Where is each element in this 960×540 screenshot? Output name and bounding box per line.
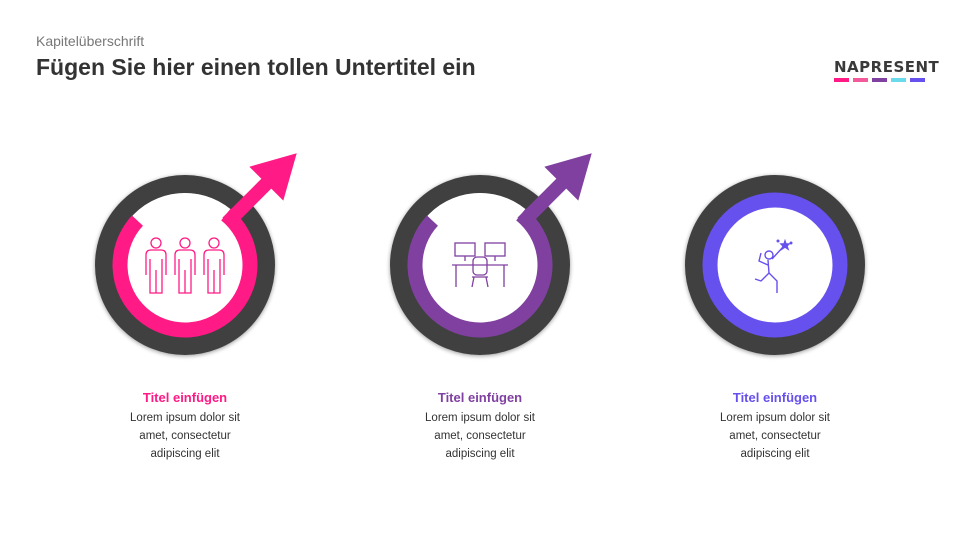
outer-ring xyxy=(390,175,570,355)
page-title: Fügen Sie hier einen tollen Untertitel e… xyxy=(36,54,476,80)
item-text-line: Lorem ipsum dolor sit xyxy=(130,412,240,424)
item-card-2: Titel einfügen Lorem ipsum dolor sit ame… xyxy=(380,390,580,463)
progress-ring xyxy=(407,208,553,338)
item-circle-3 xyxy=(685,175,865,355)
chapter-heading: Kapitelüberschrift xyxy=(36,33,145,49)
item-text-line: Lorem ipsum dolor sit xyxy=(720,412,830,424)
arrow-icon xyxy=(222,153,297,228)
achievement-icon xyxy=(754,238,793,293)
item-text-line: amet, consectetur xyxy=(139,430,231,442)
item-card-1: Titel einfügen Lorem ipsum dolor sit ame… xyxy=(85,390,285,463)
logo-color-bars xyxy=(834,78,926,82)
item-text-line: Lorem ipsum dolor sit xyxy=(425,412,535,424)
item-circle-1 xyxy=(95,153,297,355)
logo-text: NAPRESENT xyxy=(834,58,940,76)
item-text-line: adipiscing elit xyxy=(150,448,220,460)
item-text-line: amet, consectetur xyxy=(729,430,821,442)
arrow-icon xyxy=(517,153,592,228)
item-circle-2 xyxy=(390,153,592,355)
team-icon xyxy=(145,237,225,294)
outer-ring xyxy=(95,175,275,355)
item-card-3: Titel einfügen Lorem ipsum dolor sit ame… xyxy=(675,390,875,463)
item-text-line: adipiscing elit xyxy=(740,448,810,460)
outer-ring xyxy=(685,175,865,355)
workspace-icon xyxy=(452,242,508,288)
item-title: Titel einfügen xyxy=(437,390,523,405)
logo: NAPRESENT xyxy=(834,58,940,82)
item-title: Titel einfügen xyxy=(142,390,228,405)
progress-ring xyxy=(702,192,848,338)
item-text-line: adipiscing elit xyxy=(445,448,515,460)
progress-ring xyxy=(112,208,258,338)
item-title: Titel einfügen xyxy=(732,390,818,405)
item-text-line: amet, consectetur xyxy=(434,430,526,442)
